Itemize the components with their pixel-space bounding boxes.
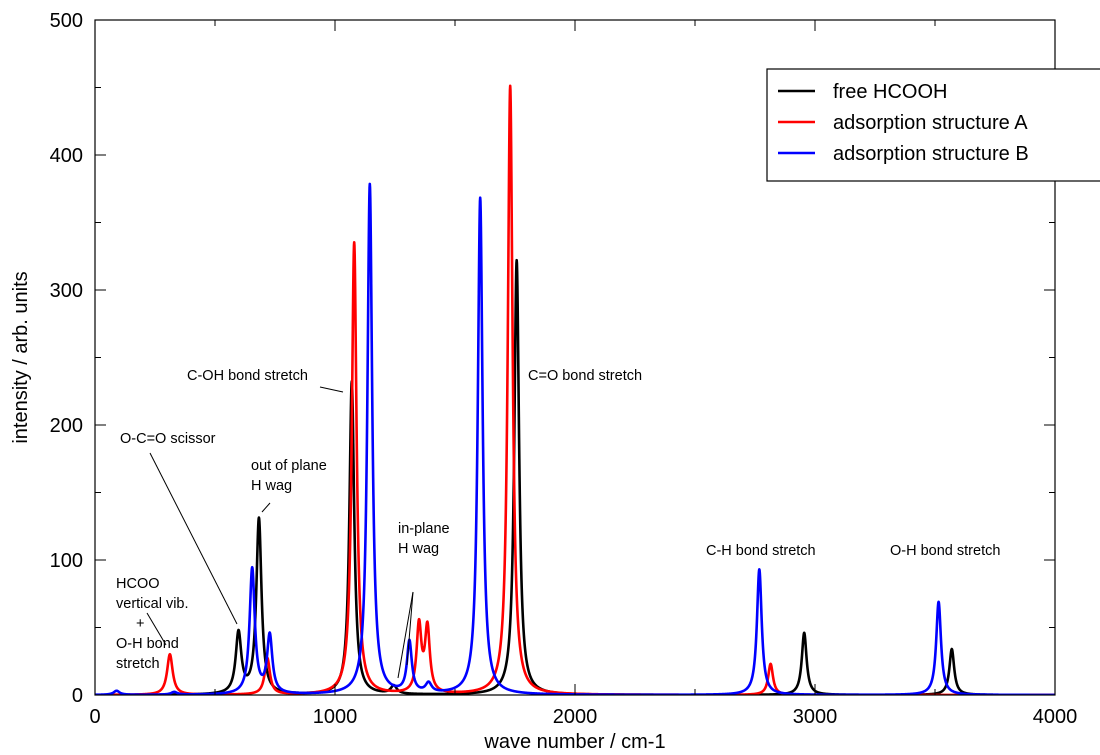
y-axis-label: intensity / arb. units (10, 271, 32, 443)
annotation-leader-line (261, 502, 271, 513)
legend-label-2: adsorption structure B (833, 143, 1029, 165)
y-tick-label: 400 (50, 145, 83, 167)
y-tick-label: 100 (50, 550, 83, 572)
annotation-text: C=O bond stretch (528, 368, 642, 384)
annotation-leader-line (397, 591, 414, 679)
annotation-text: C-OH bond stretch (187, 368, 308, 384)
annotation-leader-line (146, 612, 167, 646)
legend: free HCOOH adsorption structure A adsorpti… (766, 68, 1100, 182)
x-tick-label: 1000 (313, 706, 358, 728)
annotation-layer: HCOO vertical vib. + O-H bond stretch O-C=O s… (116, 368, 1000, 679)
annotation-leader-line (406, 591, 414, 666)
annotation-text: O-C=O scissor (120, 431, 216, 447)
annotation-text: HCOO (116, 576, 160, 592)
annotation-text: O-H bond stretch (890, 543, 1000, 559)
legend-label-0: free HCOOH (833, 81, 947, 103)
legend-label-1: adsorption structure A (833, 112, 1028, 134)
x-tick-label: 2000 (553, 706, 598, 728)
x-axis-label: wave number / cm-1 (483, 731, 665, 753)
annotation-text: out of plane (251, 458, 327, 474)
annotation-text: + (136, 616, 144, 632)
series-line-0 (95, 258, 1055, 695)
annotation-text: in-plane (398, 521, 450, 537)
annotation-text: O-H bond (116, 636, 179, 652)
y-tick-label: 200 (50, 415, 83, 437)
annotation-leader-line (319, 386, 344, 393)
annotation-text: H wag (398, 541, 439, 557)
x-tick-label: 4000 (1033, 706, 1078, 728)
y-tick-label: 0 (72, 685, 83, 707)
annotation-leader-line (149, 452, 238, 625)
axes-layer: 0 1000 2000 3000 4000 0 100 200 300 400 500 wave nu… (10, 10, 1077, 753)
annotation-text: H wag (251, 478, 292, 494)
y-tick-label: 500 (50, 10, 83, 32)
annotation-text: stretch (116, 656, 160, 672)
series-line-2 (95, 182, 1055, 695)
annotation-text: C-H bond stretch (706, 543, 816, 559)
y-tick-label: 300 (50, 280, 83, 302)
x-tick-label: 3000 (793, 706, 838, 728)
annotation-text: vertical vib. (116, 596, 189, 612)
legend-box (766, 68, 1100, 182)
x-tick-label: 0 (89, 706, 100, 728)
